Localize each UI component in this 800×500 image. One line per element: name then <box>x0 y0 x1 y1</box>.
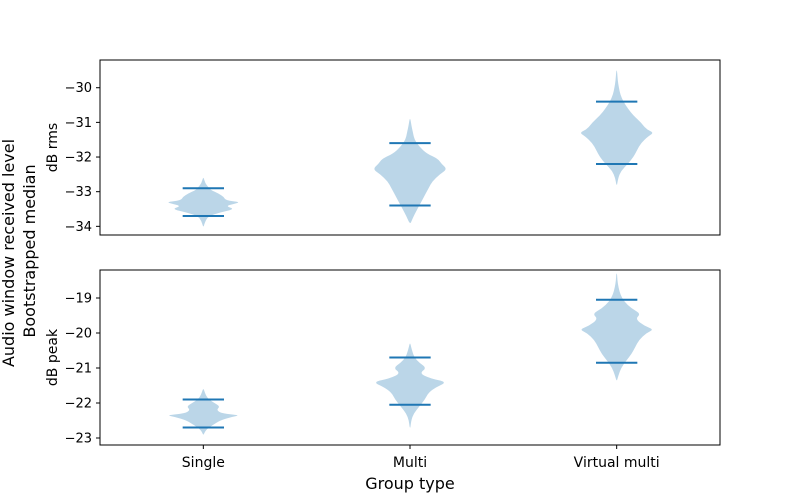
violin-body-multi <box>376 343 444 428</box>
y-axis-label: dB peak <box>45 328 61 386</box>
x-tick-label-multi: Multi <box>393 455 427 471</box>
y-tick-label: −30 <box>65 81 92 96</box>
x-tick-label-virtual-multi: Virtual multi <box>574 455 660 471</box>
x-axis-label: Group type <box>365 474 455 493</box>
y-tick-label: −34 <box>65 220 92 235</box>
x-tick-label-single: Single <box>182 455 225 471</box>
y-tick-label: −32 <box>65 151 92 166</box>
axes-frame <box>99 59 721 236</box>
y-tick-label: −33 <box>65 185 92 200</box>
figure-suptitle-line2: Bootstrapped median <box>20 164 39 337</box>
figure-suptitle-line1: Audio window received level <box>0 139 18 367</box>
y-tick-label: −31 <box>65 116 92 131</box>
violin-body-virtual-multi <box>581 70 653 185</box>
y-tick-label: −23 <box>65 432 92 447</box>
y-axis-label: dB rms <box>45 123 61 172</box>
violin-body-single <box>169 389 238 435</box>
y-tick-label: −22 <box>65 397 92 412</box>
y-tick-label: −19 <box>65 292 92 307</box>
violin-body-virtual-multi <box>581 273 652 381</box>
violin-body-multi <box>374 118 446 223</box>
y-tick-label: −21 <box>65 362 92 377</box>
y-tick-label: −20 <box>65 327 92 342</box>
violin-body-single <box>168 177 239 227</box>
